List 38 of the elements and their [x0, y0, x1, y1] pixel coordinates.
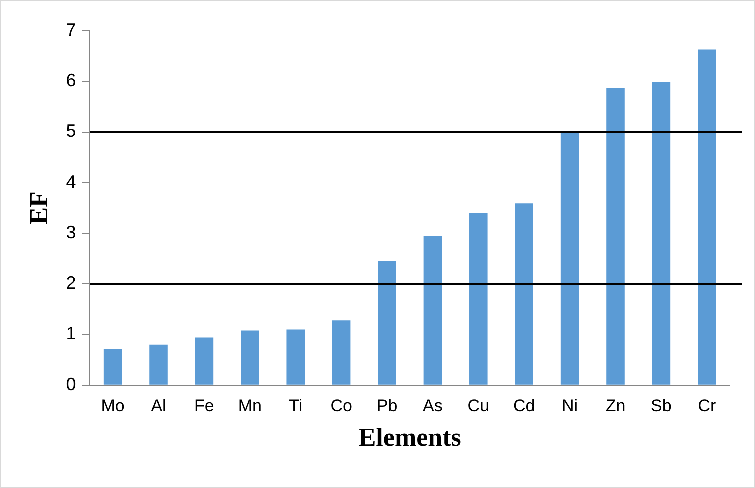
bar [652, 82, 671, 385]
y-tick-label: 5 [66, 121, 76, 142]
x-tick-label: Cr [698, 396, 716, 416]
y-tick-label: 3 [66, 222, 76, 242]
bar [378, 261, 396, 385]
y-axis-title: EF [24, 192, 54, 225]
bar [104, 349, 122, 385]
bar [241, 330, 260, 385]
bar [470, 213, 488, 385]
x-tick-label: Co [330, 396, 352, 416]
y-tick-label: 1 [66, 324, 76, 344]
y-tick-label: 4 [66, 172, 76, 192]
bar [332, 320, 351, 385]
x-tick-label: Zn [606, 396, 626, 416]
x-tick-label: Ti [289, 396, 303, 416]
bar [150, 344, 168, 385]
bar [698, 50, 716, 385]
x-axis-title: Elements [358, 423, 462, 452]
x-tick-label: Al [151, 396, 166, 416]
x-tick-label: Cd [513, 396, 536, 416]
bar [515, 204, 534, 385]
x-tick-label: Fe [194, 396, 214, 416]
bar [286, 330, 305, 385]
y-tick-label: 0 [66, 374, 76, 394]
x-tick-label: Ni [562, 396, 578, 416]
x-tick-label: As [423, 396, 443, 416]
x-tick-label: Pb [376, 396, 398, 416]
bar [560, 132, 580, 385]
x-tick-label: Mo [101, 396, 125, 416]
x-tick-label: Sb [651, 396, 672, 416]
bar [606, 88, 625, 385]
bar [195, 338, 214, 385]
y-tick-label: 6 [66, 70, 76, 91]
x-tick-label: Mn [238, 396, 262, 416]
y-tick-label: 2 [66, 273, 76, 294]
bar [424, 236, 442, 385]
y-tick-label: 7 [66, 20, 76, 40]
x-tick-label: Cu [468, 396, 490, 416]
